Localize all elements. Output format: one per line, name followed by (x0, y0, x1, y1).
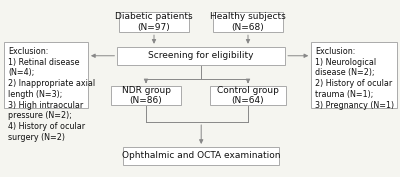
FancyBboxPatch shape (117, 47, 285, 65)
FancyBboxPatch shape (119, 12, 189, 32)
Text: Exclusion:
1) Retinal disease
(N=4);
2) Inappropriate axial
length (N=3);
3) Hig: Exclusion: 1) Retinal disease (N=4); 2) … (8, 47, 95, 142)
FancyBboxPatch shape (213, 12, 283, 32)
Text: NDR group
(N=86): NDR group (N=86) (122, 86, 170, 105)
Text: Diabetic patients
(N=97): Diabetic patients (N=97) (115, 12, 193, 32)
Text: Exclusion:
1) Neurological
disease (N=2);
2) History of ocular
trauma (N=1);
3) : Exclusion: 1) Neurological disease (N=2)… (315, 47, 394, 110)
Text: Screening for eligibility: Screening for eligibility (148, 51, 254, 60)
FancyBboxPatch shape (4, 42, 88, 108)
FancyBboxPatch shape (210, 86, 286, 105)
Text: Control group
(N=64): Control group (N=64) (217, 86, 279, 105)
FancyBboxPatch shape (111, 86, 181, 105)
Text: Healthy subjects
(N=68): Healthy subjects (N=68) (210, 12, 286, 32)
FancyBboxPatch shape (123, 147, 279, 165)
Text: Ophthalmic and OCTA examination: Ophthalmic and OCTA examination (122, 151, 280, 160)
FancyBboxPatch shape (311, 42, 397, 108)
